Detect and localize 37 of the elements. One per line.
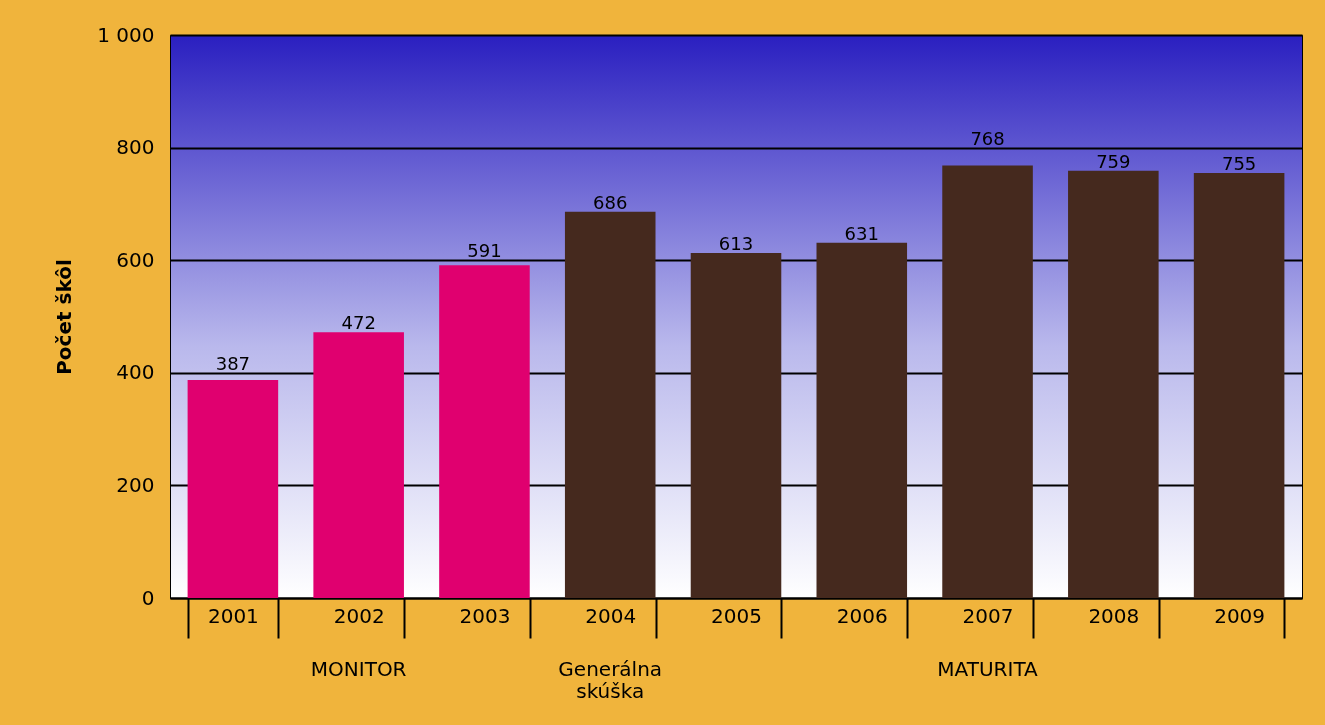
x-tick-label: 2002 [333,603,385,628]
data-label: 759 [1096,150,1131,172]
y-tick-label: 800 [116,135,155,160]
bar [187,380,279,598]
data-label: 613 [718,232,754,254]
y-tick-label: 1 000 [97,22,155,47]
bar [1193,172,1285,598]
y-axis-title: Počet škôl [52,259,77,375]
y-tick-label: 200 [116,472,155,497]
bar [942,165,1033,598]
text: MATURITA [937,657,1039,681]
data-label: 755 [1221,152,1257,174]
data-label: 387 [215,352,251,374]
bar [439,265,530,598]
x-tick-label: 2008 [1088,603,1140,628]
x-tick-label: 2009 [1214,603,1266,628]
x-tick-label: 2007 [962,603,1014,628]
data-label: 686 [593,191,628,213]
bar [564,211,656,598]
x-tick-label: 2005 [711,603,762,628]
y-tick-label: 0 [141,585,155,610]
text: MONITOR [310,657,407,681]
bar [313,332,404,598]
data-label: 591 [467,240,502,262]
x-tick-label: 2004 [585,603,637,628]
data-label: 631 [844,222,879,244]
y-tick-label: 600 [116,247,155,272]
bar [1068,170,1159,598]
x-tick-label: 2001 [207,603,259,628]
x-tick-label: 2006 [836,603,888,628]
data-label: 768 [970,127,1005,149]
bar [690,252,782,598]
x-tick-label: 2003 [459,603,511,628]
text: Generálna skúška [558,657,663,703]
y-tick-label: 400 [116,360,155,385]
data-label: 472 [341,312,376,334]
bar [816,242,908,598]
